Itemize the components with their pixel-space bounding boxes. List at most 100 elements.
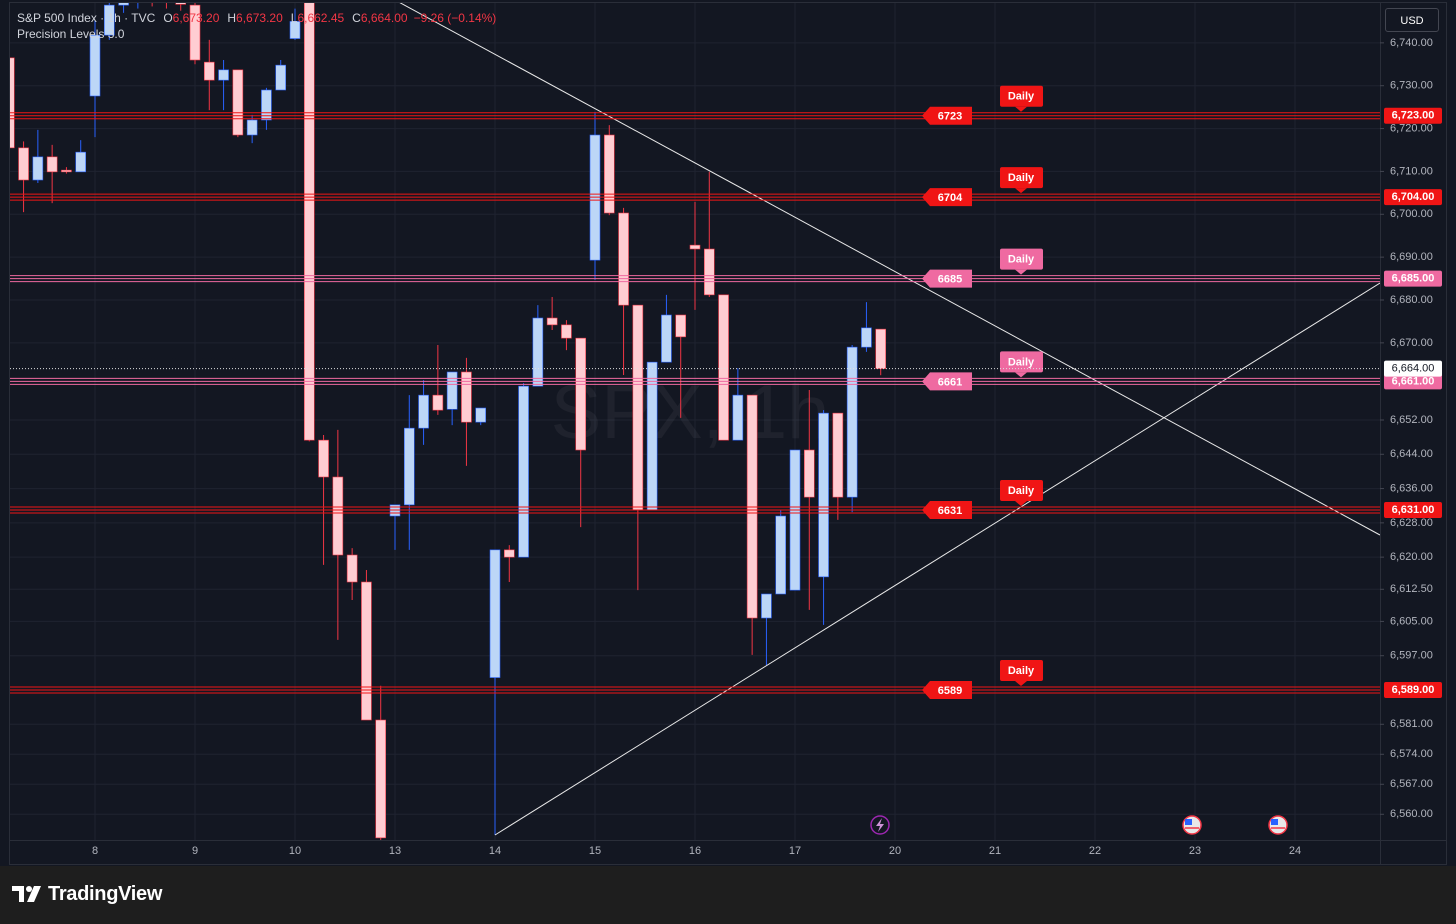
legend-value: 6,673.20	[236, 11, 283, 25]
price-axis-level-box	[1384, 189, 1442, 206]
price-axis-level-box	[1384, 270, 1442, 287]
candle-body	[303, 3, 315, 441]
x-tick-label: 17	[789, 845, 801, 857]
level-tag-pointer	[1015, 501, 1027, 506]
price-axis-level-label: 6,589.00	[1392, 684, 1435, 696]
currency-button[interactable]: USD	[1385, 8, 1439, 32]
x-tick-label: 22	[1089, 845, 1101, 857]
legend-value: 6,673.20	[172, 11, 220, 25]
candle-body	[218, 69, 229, 81]
watermark: SPX, 1h	[551, 370, 830, 455]
axes: 6,740.00 6,730.00 6,720.00 6,710.00 6,700.00…	[92, 37, 1442, 857]
candle-body	[618, 212, 629, 306]
candle-body	[361, 581, 372, 721]
x-tick-label: 16	[689, 845, 701, 857]
legend-line: S&P 500 Index · 1h · TVC O6,673.20 H6,673.…	[17, 10, 496, 26]
candle-body	[689, 244, 701, 250]
lightning-glyph	[876, 818, 884, 832]
legend-key: L	[290, 11, 298, 25]
candle-body	[175, 3, 187, 5]
level-tag: Daily	[1008, 172, 1035, 184]
level-tag-box	[1000, 351, 1043, 373]
candle-body	[10, 57, 15, 149]
x-tick-label: 14	[489, 845, 501, 857]
candle-body	[832, 412, 844, 498]
candle-body	[503, 549, 515, 558]
price-axis-level-box	[1384, 373, 1442, 390]
y-tick-label: 6,628.00	[1390, 517, 1433, 529]
y-tick-label: 6,670.00	[1390, 337, 1433, 349]
y-tick-label: 6,581.00	[1390, 718, 1433, 730]
chart: SPX, 1h 6723 Daily 6704 Daily 6685 Daily 6661 D…	[9, 2, 1447, 865]
level-label: 6589	[938, 685, 962, 697]
candle-body	[332, 476, 344, 556]
candle-body	[32, 156, 44, 181]
level-label-box	[922, 681, 972, 699]
symbol-title[interactable]: S&P 500 Index · 1h · TVC	[17, 11, 156, 25]
level-tag-pointer	[1015, 106, 1027, 112]
brand-name[interactable]: TradingView	[48, 883, 163, 905]
logo-part	[12, 886, 24, 902]
candle-body	[418, 394, 429, 429]
price-axis-level-label: 6,661.00	[1392, 375, 1435, 387]
levels: 6723 Daily 6704 Daily 6685 Daily 6661 Daily 6631…	[10, 85, 1380, 699]
candle-body	[475, 407, 487, 423]
y-tick-label: 6,612.50	[1390, 583, 1433, 595]
indicator-name[interactable]: Precision Levels 3.0	[17, 27, 125, 41]
level-tag-pointer	[1015, 269, 1027, 275]
legend-value: 6,664.00	[360, 11, 408, 25]
price-axis-level-box	[1384, 107, 1442, 124]
candle-body	[189, 4, 201, 61]
candle-body	[18, 147, 29, 181]
y-tick-label: 6,597.00	[1390, 650, 1433, 662]
y-tick-label: 6,560.00	[1390, 808, 1433, 820]
candle-body	[875, 328, 887, 369]
level-tag: Daily	[1008, 356, 1035, 368]
level-tag-box	[1000, 167, 1043, 189]
level-tag-pointer	[1015, 188, 1027, 194]
candle-body	[561, 324, 572, 339]
level-label-box	[922, 188, 972, 207]
y-tick-label: 6,574.00	[1390, 748, 1433, 760]
candle-body	[546, 317, 558, 326]
candle-body	[118, 3, 129, 6]
y-tick-label: 6,710.00	[1390, 165, 1433, 177]
last-price-box	[1384, 360, 1442, 377]
candle-body	[318, 439, 329, 478]
x-tick-label: 13	[389, 845, 401, 857]
candle-body	[261, 89, 272, 121]
candle-body	[775, 515, 787, 595]
level-label: 6631	[938, 505, 962, 517]
x-tick-label: 15	[589, 845, 601, 857]
level-label: 6685	[938, 273, 962, 285]
candle-body	[432, 394, 444, 411]
level-tag-box	[1000, 480, 1043, 501]
y-tick-label: 6,720.00	[1390, 122, 1433, 134]
logo-part	[26, 886, 32, 892]
y-tick-label: 6,644.00	[1390, 448, 1433, 460]
flag-canton	[1185, 819, 1192, 825]
price-axis-level-label: 6,685.00	[1392, 272, 1435, 284]
x-tick-label: 21	[989, 845, 1001, 857]
candle-body	[275, 64, 287, 91]
legend-key: H	[227, 11, 237, 25]
x-tick-label: 8	[92, 845, 98, 857]
candle-body	[89, 34, 101, 97]
candle-body	[103, 4, 115, 36]
level-label-box	[922, 372, 972, 391]
y-tick-label: 6,636.00	[1390, 482, 1433, 494]
level-label-box	[922, 501, 972, 519]
candle-body	[518, 385, 529, 558]
candle-body	[632, 304, 644, 511]
level-tag: Daily	[1008, 91, 1035, 103]
price-axis-level-label: 6,631.00	[1392, 504, 1435, 516]
candle-body	[232, 69, 244, 136]
candle-body	[61, 169, 72, 173]
y-tick-label: 6,620.00	[1390, 551, 1433, 563]
legend-value: 6,662.45	[297, 11, 345, 25]
candle-body	[761, 593, 772, 619]
y-tick-label: 6,680.00	[1390, 294, 1433, 306]
flag-canton	[1271, 819, 1278, 825]
x-tick-label: 10	[289, 845, 301, 857]
